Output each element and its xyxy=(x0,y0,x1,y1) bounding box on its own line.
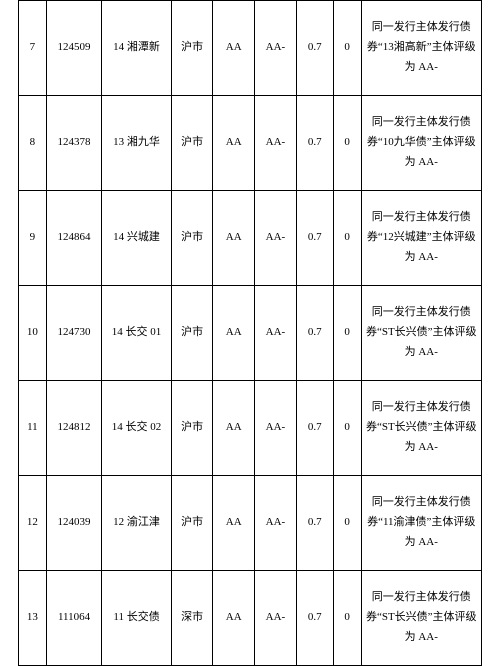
market-cell: 沪市 xyxy=(171,191,213,286)
factor-cell: 0.7 xyxy=(296,1,333,96)
name-cell: 14 湘潭新 xyxy=(102,1,171,96)
rating-cell: AA xyxy=(213,1,255,96)
factor-cell: 0.7 xyxy=(296,571,333,666)
implied-rating-cell: AA- xyxy=(255,476,297,571)
index-cell: 11 xyxy=(19,381,47,476)
zero-cell: 0 xyxy=(333,571,361,666)
name-cell: 12 渝江津 xyxy=(102,476,171,571)
factor-cell: 0.7 xyxy=(296,476,333,571)
factor-cell: 0.7 xyxy=(296,191,333,286)
note-cell: 同一发行主体发行债券“ST长兴债”主体评级为 AA- xyxy=(361,571,481,666)
note-cell: 同一发行主体发行债券“ST长兴债”主体评级为 AA- xyxy=(361,286,481,381)
implied-rating-cell: AA- xyxy=(255,286,297,381)
code-cell: 124378 xyxy=(46,96,102,191)
implied-rating-cell: AA- xyxy=(255,381,297,476)
rating-cell: AA xyxy=(213,571,255,666)
zero-cell: 0 xyxy=(333,476,361,571)
implied-rating-cell: AA- xyxy=(255,571,297,666)
rating-cell: AA xyxy=(213,476,255,571)
index-cell: 7 xyxy=(19,1,47,96)
name-cell: 14 长交 01 xyxy=(102,286,171,381)
zero-cell: 0 xyxy=(333,191,361,286)
rating-cell: AA xyxy=(213,381,255,476)
code-cell: 124864 xyxy=(46,191,102,286)
table-row: 912486414 兴城建沪市AAAA-0.70同一发行主体发行债券“12兴城建… xyxy=(19,191,482,286)
factor-cell: 0.7 xyxy=(296,381,333,476)
name-cell: 13 湘九华 xyxy=(102,96,171,191)
table-body: 712450914 湘潭新沪市AAAA-0.70同一发行主体发行债券“13湘高新… xyxy=(19,1,482,666)
index-cell: 13 xyxy=(19,571,47,666)
name-cell: 14 兴城建 xyxy=(102,191,171,286)
note-cell: 同一发行主体发行债券“11渝津债”主体评级为 AA- xyxy=(361,476,481,571)
table-row: 712450914 湘潭新沪市AAAA-0.70同一发行主体发行债券“13湘高新… xyxy=(19,1,482,96)
zero-cell: 0 xyxy=(333,1,361,96)
index-cell: 9 xyxy=(19,191,47,286)
note-cell: 同一发行主体发行债券“ST长兴债”主体评级为 AA- xyxy=(361,381,481,476)
code-cell: 124730 xyxy=(46,286,102,381)
table-row: 812437813 湘九华沪市AAAA-0.70同一发行主体发行债券“10九华债… xyxy=(19,96,482,191)
implied-rating-cell: AA- xyxy=(255,96,297,191)
name-cell: 11 长交债 xyxy=(102,571,171,666)
bond-table: 712450914 湘潭新沪市AAAA-0.70同一发行主体发行债券“13湘高新… xyxy=(18,0,482,666)
zero-cell: 0 xyxy=(333,381,361,476)
note-cell: 同一发行主体发行债券“10九华债”主体评级为 AA- xyxy=(361,96,481,191)
market-cell: 沪市 xyxy=(171,476,213,571)
implied-rating-cell: AA- xyxy=(255,191,297,286)
code-cell: 124812 xyxy=(46,381,102,476)
zero-cell: 0 xyxy=(333,96,361,191)
factor-cell: 0.7 xyxy=(296,96,333,191)
rating-cell: AA xyxy=(213,191,255,286)
note-cell: 同一发行主体发行债券“13湘高新”主体评级为 AA- xyxy=(361,1,481,96)
table-row: 1212403912 渝江津沪市AAAA-0.70同一发行主体发行债券“11渝津… xyxy=(19,476,482,571)
factor-cell: 0.7 xyxy=(296,286,333,381)
implied-rating-cell: AA- xyxy=(255,1,297,96)
market-cell: 深市 xyxy=(171,571,213,666)
code-cell: 111064 xyxy=(46,571,102,666)
code-cell: 124509 xyxy=(46,1,102,96)
rating-cell: AA xyxy=(213,286,255,381)
market-cell: 沪市 xyxy=(171,286,213,381)
zero-cell: 0 xyxy=(333,286,361,381)
name-cell: 14 长交 02 xyxy=(102,381,171,476)
market-cell: 沪市 xyxy=(171,1,213,96)
page: 712450914 湘潭新沪市AAAA-0.70同一发行主体发行债券“13湘高新… xyxy=(0,0,500,635)
note-cell: 同一发行主体发行债券“12兴城建”主体评级为 AA- xyxy=(361,191,481,286)
index-cell: 12 xyxy=(19,476,47,571)
index-cell: 10 xyxy=(19,286,47,381)
rating-cell: AA xyxy=(213,96,255,191)
table-row: 1012473014 长交 01沪市AAAA-0.70同一发行主体发行债券“ST… xyxy=(19,286,482,381)
market-cell: 沪市 xyxy=(171,96,213,191)
index-cell: 8 xyxy=(19,96,47,191)
table-row: 1112481214 长交 02沪市AAAA-0.70同一发行主体发行债券“ST… xyxy=(19,381,482,476)
table-row: 1311106411 长交债深市AAAA-0.70同一发行主体发行债券“ST长兴… xyxy=(19,571,482,666)
code-cell: 124039 xyxy=(46,476,102,571)
market-cell: 沪市 xyxy=(171,381,213,476)
